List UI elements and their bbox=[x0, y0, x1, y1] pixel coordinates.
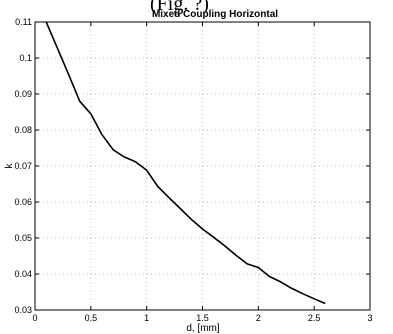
y-tick-label: 0.06 bbox=[14, 197, 32, 207]
chart-title: Mixed Coupling Horizontal bbox=[152, 9, 278, 20]
y-tick-label: 0.07 bbox=[14, 161, 32, 171]
x-axis-label: d, [mm] bbox=[186, 323, 220, 334]
x-tick-label: 0 bbox=[32, 313, 37, 323]
series-group bbox=[45, 21, 326, 305]
x-axis: 0 0.5 1 1.5 2 2.5 3 bbox=[32, 22, 373, 323]
y-axis: 0.03 0.04 0.05 0.06 0.07 0.08 0.09 0.1 0.11 bbox=[14, 17, 370, 315]
y-axis-label: k bbox=[4, 163, 15, 169]
y-tick-label: 0.08 bbox=[14, 125, 32, 135]
x-tick-label: 1.5 bbox=[196, 313, 209, 323]
x-tick-label: 3 bbox=[367, 313, 372, 323]
series-line bbox=[45, 21, 326, 305]
x-tick-label: 0.5 bbox=[85, 313, 98, 323]
y-tick-label: 0.04 bbox=[14, 269, 32, 279]
y-tick-label: 0.11 bbox=[15, 17, 32, 27]
y-tick-label: 0.03 bbox=[14, 305, 32, 315]
y-tick-label: 0.05 bbox=[14, 233, 32, 243]
grid bbox=[35, 22, 370, 310]
header-fragment: (Fig. ?) bbox=[150, 0, 209, 15]
y-tick-label: 0.09 bbox=[14, 89, 32, 99]
y-tick-label: 0.1 bbox=[19, 53, 32, 63]
x-tick-label: 2.5 bbox=[308, 313, 321, 323]
x-tick-label: 1 bbox=[144, 313, 149, 323]
x-tick-label: 2 bbox=[256, 313, 261, 323]
